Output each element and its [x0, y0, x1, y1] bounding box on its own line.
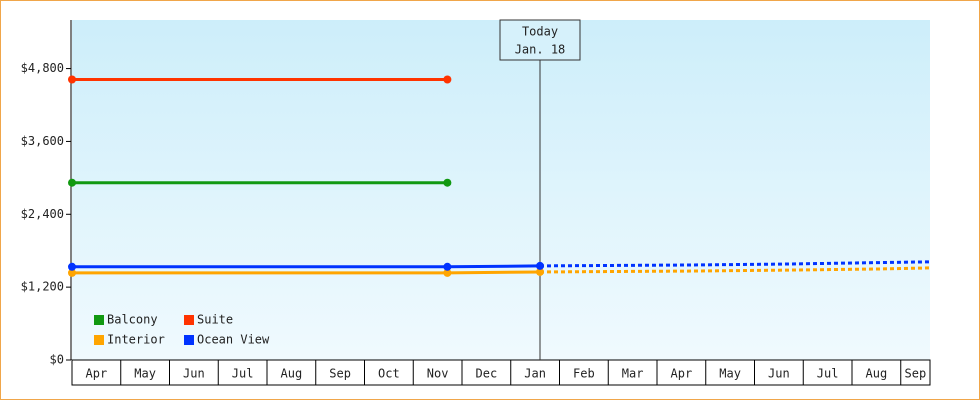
projected-line — [539, 260, 931, 268]
y-tick-label: $0 — [50, 353, 64, 367]
legend-swatch — [184, 315, 194, 325]
x-tick-label: Feb — [573, 367, 595, 381]
point — [68, 262, 76, 271]
legend-label: Ocean View — [197, 333, 270, 347]
point — [536, 267, 544, 276]
x-tick-label: Oct — [378, 367, 400, 381]
x-tick-label: May — [134, 367, 156, 381]
x-tick-label: Apr — [671, 367, 693, 381]
y-tick-label: $1,200 — [21, 280, 64, 294]
point — [68, 178, 76, 187]
today-label: Today — [522, 25, 558, 39]
y-tick-label: $4,800 — [21, 61, 64, 75]
point — [443, 262, 452, 271]
series-line — [72, 264, 541, 269]
x-tick-label: Jun — [183, 367, 205, 381]
x-tick-label: May — [719, 367, 741, 381]
x-tick-label: Aug — [866, 367, 888, 381]
legend-label: Interior — [107, 333, 165, 347]
x-tick-label: Apr — [86, 367, 108, 381]
x-axis-band — [71, 359, 931, 386]
y-tick-label: $3,600 — [21, 134, 64, 148]
point — [443, 178, 452, 187]
x-tick-label: Jul — [232, 367, 254, 381]
point — [443, 75, 452, 84]
today-date: Jan. 18 — [515, 43, 566, 57]
point — [443, 268, 452, 277]
x-tick-label: Jun — [768, 367, 790, 381]
x-tick-label: Sep — [329, 367, 351, 381]
legend-label: Suite — [197, 313, 233, 327]
today-box — [499, 19, 581, 61]
x-tick-label: Dec — [476, 367, 498, 381]
series-line — [72, 270, 541, 275]
legend-swatch — [184, 335, 194, 345]
y-tick-label: $2,400 — [21, 207, 64, 221]
legend-label: Balcony — [107, 313, 158, 327]
plot-area — [72, 20, 930, 360]
legend-swatch — [94, 335, 104, 345]
projected-line — [539, 266, 931, 274]
legend-swatch — [94, 315, 104, 325]
x-tick-label: Jul — [817, 367, 839, 381]
x-tick-label: Mar — [622, 367, 644, 381]
x-tick-label: Nov — [427, 367, 449, 381]
x-tick-label: Sep — [905, 367, 927, 381]
point — [68, 268, 76, 277]
point — [536, 261, 544, 270]
point — [68, 75, 76, 84]
x-tick-label: Jan — [524, 367, 546, 381]
x-tick-label: Aug — [281, 367, 303, 381]
